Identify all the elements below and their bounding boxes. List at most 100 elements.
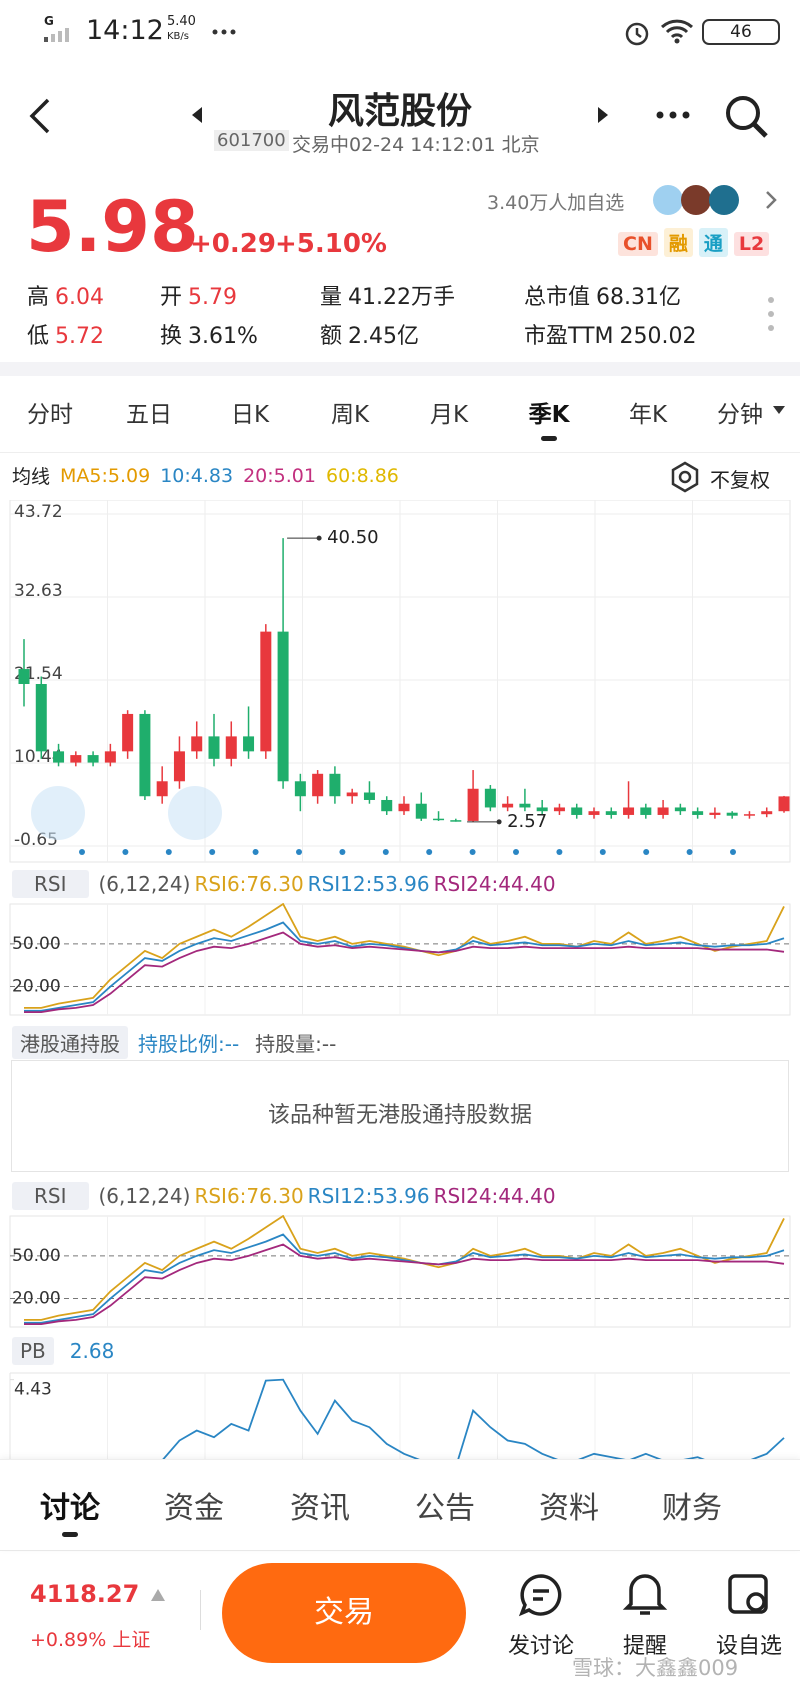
rsi-chart: 50.00 20.00 (9, 903, 791, 1016)
stat-label: 总市值 (524, 285, 591, 310)
back-button[interactable] (26, 96, 56, 136)
badge: CN (618, 232, 658, 256)
index-value: 4118.27 (30, 1580, 140, 1608)
search-button[interactable] (722, 92, 772, 142)
stats-more[interactable] (766, 295, 776, 335)
stat-label: 量 (320, 285, 343, 310)
candle-body (122, 713, 134, 752)
event-dot (79, 849, 85, 855)
candle-body (35, 684, 47, 752)
bottom-tab[interactable]: 资料 (539, 1491, 599, 1526)
ma-value: 20:5.01 (243, 464, 316, 487)
change-pct: +5.10% (275, 229, 387, 259)
candle-body (588, 811, 600, 815)
candle-body (243, 736, 255, 752)
stat-label: 高 (27, 285, 50, 310)
candle-body (139, 713, 151, 797)
period-tab[interactable]: 周K (330, 402, 370, 428)
footer-action[interactable]: 提醒 (622, 1634, 668, 1659)
footer-action[interactable]: 发讨论 (507, 1634, 575, 1659)
stat-label: 额 (320, 324, 343, 349)
candle-body (484, 788, 496, 808)
y-tick-label: 50.00 (12, 1246, 61, 1266)
trade-button[interactable]: 交易 (222, 1563, 466, 1663)
candle-body (433, 818, 445, 821)
trade-status: 交易中02-24 14:12:01 北京 (292, 134, 540, 156)
period-tab[interactable]: 日K (230, 402, 270, 428)
candle-body (571, 807, 583, 815)
badges: CN 融通 L2 (618, 228, 775, 257)
divider (0, 452, 800, 453)
stat: 量 41.22万手 (320, 279, 455, 311)
overlay-button[interactable] (31, 786, 85, 840)
adjust-icon[interactable] (668, 460, 702, 494)
candle-body (553, 807, 565, 812)
bottom-tab[interactable]: 资金 (164, 1491, 224, 1526)
period-tab[interactable]: 年K (628, 402, 668, 428)
period-tab[interactable]: 季K (528, 402, 570, 428)
event-dot (513, 849, 519, 855)
event-dot (643, 849, 650, 855)
event-dot (339, 849, 346, 855)
bottom-tab[interactable]: 财务 (662, 1491, 722, 1526)
candle-body (363, 792, 375, 800)
candle-body (104, 751, 116, 763)
ma-value: 60:8.86 (325, 464, 399, 487)
y-tick-label: 20.00 (12, 1289, 61, 1309)
candle-body (536, 807, 548, 812)
candle-body (743, 814, 755, 816)
high-label: 40.50 (327, 527, 379, 548)
candle-body (87, 755, 99, 763)
bottom-tab[interactable]: 公告 (415, 1491, 475, 1526)
candle-body (346, 792, 358, 797)
hk-empty: 该品种暂无港股通持股数据 (11, 1060, 789, 1172)
dropdown-arrow[interactable] (772, 405, 786, 415)
next-stock[interactable] (596, 106, 610, 124)
active-tab-indicator (62, 1532, 78, 1537)
candle-body (208, 736, 220, 759)
candle-body (657, 807, 669, 815)
more-button[interactable] (655, 110, 691, 120)
overlay-button[interactable] (168, 786, 222, 840)
series-line (24, 1215, 785, 1321)
hk-ratio: 持股比例:-- (138, 1032, 240, 1056)
period-tab[interactable]: 分钟 (717, 402, 763, 428)
period-tab[interactable]: 五日 (126, 402, 172, 428)
adjust-mode[interactable]: 不复权 (710, 468, 770, 492)
rsi-series: RSI12:53.96 (307, 872, 430, 896)
alert-icon (622, 1574, 668, 1615)
series-line (24, 921, 785, 1012)
candle-body (312, 773, 324, 797)
rsi-params: (6,12,24) (98, 872, 191, 896)
candle-body (277, 631, 289, 782)
follower-avatars[interactable] (652, 184, 787, 216)
period-tab[interactable]: 分时 (27, 402, 73, 428)
ma-label: 均线 (12, 466, 51, 488)
stat-value: 41.22万手 (348, 285, 455, 310)
bottom-tab[interactable]: 资讯 (290, 1491, 350, 1526)
rsi-chart: 50.00 20.00 (9, 1215, 791, 1328)
candle-body (398, 803, 410, 812)
hk-label: 港股通持股 (12, 1026, 128, 1059)
divider (0, 1550, 800, 1551)
stat: 额 2.45亿 (320, 318, 419, 350)
candle-body (225, 736, 237, 759)
candle-body (70, 755, 82, 763)
footer-action[interactable]: 设自选 (715, 1634, 783, 1659)
stat-value: 3.61% (188, 324, 258, 349)
ma-value: 10:4.83 (160, 464, 234, 487)
hk-row: 港股通持股 持股比例:-- 持股量:-- (12, 1026, 336, 1059)
event-dot (252, 849, 259, 855)
series-line (162, 1378, 785, 1459)
candle-body (191, 736, 203, 752)
hk-amount: 持股量:-- (255, 1032, 337, 1056)
rsi-legend: RSI (6,12,24) RSI6:76.30 RSI12:53.96 RSI24:4… (12, 1182, 556, 1210)
event-dot (730, 849, 736, 855)
bottom-tab[interactable]: 讨论 (40, 1491, 100, 1526)
candle-body (294, 781, 306, 797)
event-dot (469, 849, 476, 855)
period-tab[interactable]: 月K (429, 402, 469, 428)
prev-stock[interactable] (190, 106, 204, 124)
clock: 14:12 (86, 15, 164, 46)
stat: 总市值 68.31亿 (524, 279, 681, 311)
